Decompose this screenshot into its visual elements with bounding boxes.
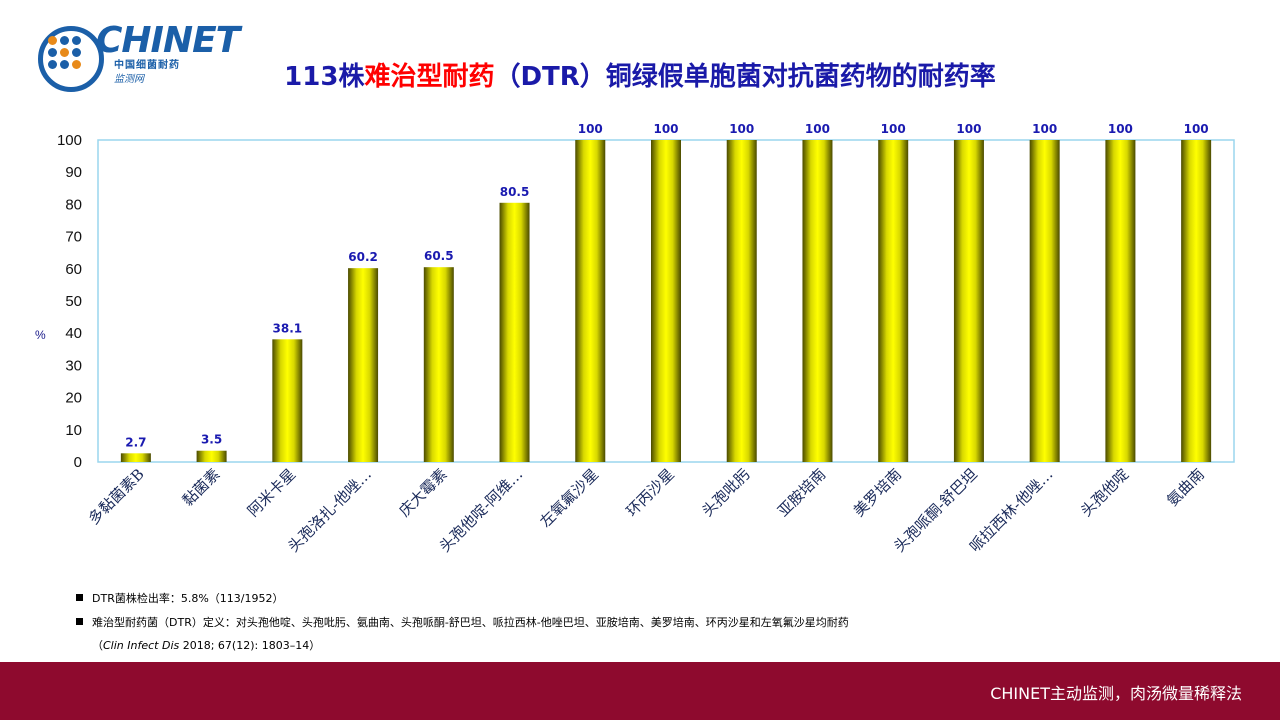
y-tick-label: 80 [65,196,82,213]
data-label: 100 [1108,122,1133,136]
y-tick-label: 30 [65,357,82,374]
x-tick-label: 氨曲南 [1163,465,1208,510]
bar [575,140,606,462]
y-tick-label: 0 [74,454,82,471]
data-label: 100 [1032,122,1057,136]
bar [1029,140,1060,462]
bar [120,453,151,462]
x-tick-label: 阿米卡星 [244,465,299,520]
note-text: 难治型耐药菌（DTR）定义：对头孢他啶、头孢吡肟、氨曲南、头孢哌酮-舒巴坦、哌拉… [92,616,849,629]
title-part-rest: （DTR）铜绿假单胞菌对抗菌药物的耐药率 [494,62,996,92]
bullet-icon [76,618,83,625]
x-tick-label: 亚胺培南 [774,465,829,520]
chart-title: 113株难治型耐药（DTR）铜绿假单胞菌对抗菌药物的耐药率 [0,56,1280,93]
footer-text: CHINET主动监测，肉汤微量稀释法 [990,684,1242,703]
bar [1181,140,1212,462]
data-label: 100 [1184,122,1209,136]
y-axis-label: % [35,328,46,342]
data-label: 60.2 [348,250,378,264]
data-label: 80.5 [500,185,530,199]
citation-rest: 2018; 67(12): 1803–14） [179,639,321,652]
data-label: 60.5 [424,249,454,263]
bar [348,268,379,462]
citation-journal: Clin Infect Dis [103,639,180,652]
y-tick-label: 50 [65,293,82,310]
note-text: DTR菌株检出率：5.8%（113/1952） [92,592,284,605]
logo-name: CHINET [96,20,240,61]
y-tick-label: 40 [65,325,82,342]
title-part-dtr: 难治型耐药 [364,62,495,92]
note-item: DTR菌株检出率：5.8%（113/1952） [76,587,849,611]
logo-subtitle: 中国细菌耐药 [114,60,180,71]
data-label: 100 [956,122,981,136]
logo-globe-icon [38,26,104,92]
y-tick-label: 70 [65,229,82,246]
data-label: 38.1 [273,321,303,335]
bar [272,339,303,462]
bullet-icon [76,594,83,601]
note-item: 难治型耐药菌（DTR）定义：对头孢他啶、头孢吡肟、氨曲南、头孢哌酮-舒巴坦、哌拉… [76,611,849,635]
citation: （Clin Infect Dis 2018; 67(12): 1803–14） [76,635,849,657]
notes: DTR菌株检出率：5.8%（113/1952） 难治型耐药菌（DTR）定义：对头… [76,587,849,657]
bar [423,267,454,462]
chinet-logo: CHINET 中国细菌耐药 监测网 [38,20,240,98]
logo-subtitle-2: 监测网 [114,74,144,85]
data-label: 100 [653,122,678,136]
logo-dots-icon [48,36,94,82]
citation-open: （ [92,639,103,652]
y-axis: 0 10 20 30 40 50 60 70 80 90 100 [57,132,82,471]
bars [120,140,1212,463]
x-tick-label: 庆大霉素 [395,465,450,520]
x-tick-label: 美罗培南 [850,465,905,520]
bar [953,140,984,462]
x-tick-label: 头孢他啶 [1077,465,1132,520]
bar-chart: 0 10 20 30 40 50 60 70 80 90 100 2.7 3.5 38.1 60.2 60.… [57,122,1235,556]
x-tick-label: 左氧氟沙星 [536,465,602,531]
y-tick-label: 20 [65,390,82,407]
data-label: 100 [729,122,754,136]
x-tick-label: 环丙沙星 [623,465,678,520]
bar [802,140,833,462]
bar [878,140,909,462]
bar [499,202,530,463]
x-tick-label: 黏菌素 [179,465,224,510]
y-tick-label: 100 [57,132,82,149]
data-label: 100 [578,122,603,136]
bar [651,140,681,462]
y-tick-label: 10 [65,422,82,439]
y-tick-label: 90 [65,164,82,181]
bar [196,450,227,462]
data-label: 100 [805,122,830,136]
x-tick-label: 头孢吡肟 [698,465,753,520]
bar [1105,140,1136,462]
x-tick-label: 多黏菌素B [85,465,148,528]
title-part-count: 113株 [284,62,365,92]
data-label: 100 [881,122,906,136]
bar [726,140,757,462]
y-tick-label: 60 [65,261,82,278]
data-label: 3.5 [201,433,222,447]
data-label: 2.7 [125,435,146,449]
footer-bar: CHINET主动监测，肉汤微量稀释法 [0,662,1280,720]
data-labels: 2.7 3.5 38.1 60.2 60.5 80.5 100 100 100 100 100 100… [125,122,1208,449]
